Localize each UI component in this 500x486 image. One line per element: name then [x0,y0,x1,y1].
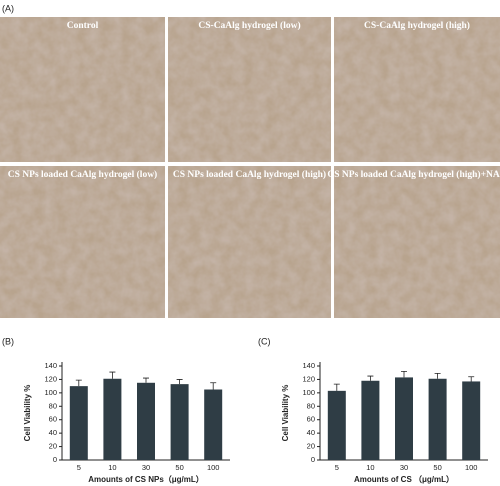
bar [204,389,223,460]
bar [395,377,413,460]
y-tick-label: 80 [49,401,57,410]
y-axis-label: Cell Viability % [281,385,290,442]
image-label: CS NPs loaded CaAlg hydrogel (low) [8,169,157,180]
image-label: CS-CaAlg hydrogel (high) [364,20,470,31]
bar [361,380,380,460]
y-tick-label: 0 [311,455,315,464]
error-bar [468,376,475,382]
y-tick-label: 120 [44,374,57,383]
error-bar [367,375,374,381]
y-tick-label: 40 [49,428,57,437]
x-axis-label: Amounts of CS NPs（μg/mL） [88,474,204,484]
y-tick-label: 100 [44,388,57,397]
bar [327,390,346,460]
bar [137,382,155,460]
y-tick-label: 80 [307,401,315,410]
error-bar [401,370,407,378]
y-tick-label: 60 [307,415,315,424]
error-bar [75,379,82,387]
image-label: CS NPs loaded CaAlg hydrogel (high)+NAC [327,169,500,180]
y-tick-label: 0 [53,455,57,464]
panel-label: (C) [258,336,271,346]
x-tick-label: 50 [433,463,441,472]
y-tick-label: 20 [49,442,57,451]
x-tick-label: 30 [400,463,408,472]
y-tick-label: 120 [302,374,315,383]
image-label: CS NPs loaded CaAlg hydrogel (high) [173,169,326,180]
x-tick-label: 10 [366,463,374,472]
error-bar [434,372,441,379]
y-axis-label: Cell Viability % [23,385,32,442]
image-label: Control [67,21,99,31]
error-bar [109,371,116,379]
micrograph [0,17,165,162]
x-axis-label: Amounts of CS （μg/mL） [354,474,454,484]
bar [428,378,447,460]
y-tick-label: 100 [302,388,315,397]
x-tick-label: 100 [207,463,220,472]
x-tick-label: 5 [335,463,339,472]
micrograph [168,17,331,162]
y-tick-label: 20 [307,442,315,451]
x-tick-label: 5 [77,463,81,472]
micrograph [168,166,331,318]
error-bar [333,383,340,391]
x-tick-label: 10 [108,463,116,472]
y-tick-label: 60 [49,415,57,424]
x-tick-label: 30 [142,463,150,472]
x-tick-label: 50 [175,463,183,472]
bar [462,381,481,460]
y-tick-label: 140 [44,361,57,370]
bar [69,386,88,460]
error-bar [143,377,149,383]
micrograph [334,166,500,318]
y-tick-label: 40 [307,428,315,437]
micrograph [0,166,165,318]
y-tick-label: 140 [302,361,315,370]
panel-label: (A) [2,3,14,13]
error-bar [176,379,183,385]
micrograph [334,17,500,162]
error-bar [210,382,217,390]
panel-label: (B) [2,336,14,346]
x-tick-label: 100 [465,463,478,472]
image-label: CS-CaAlg hydrogel (low) [198,20,300,31]
bar [103,378,122,460]
bar [170,384,189,460]
